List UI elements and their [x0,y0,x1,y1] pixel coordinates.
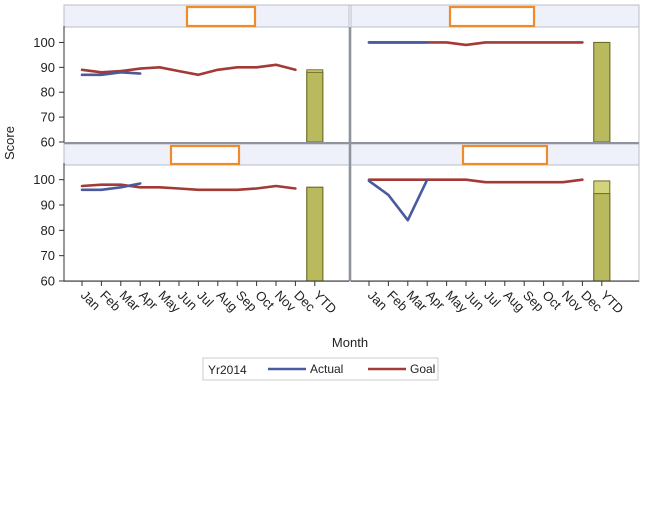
legend-title: Yr2014 [208,363,247,377]
panel-top-right-ytd-actual-bar [593,41,611,143]
panel-bottom-right-actual-line [367,178,429,222]
x-tick-label: YTD [311,288,340,317]
y-tick-label: 100 [33,35,55,50]
y-axis-title: Score [2,126,17,160]
panel-bottom-right-header-label-box [461,144,549,166]
panel-bottom-left-ytd-actual-bar [306,186,324,282]
panel-top-left-goal-line [80,63,297,77]
panel-bottom-left-header-label-box [169,144,241,166]
panel-top-left-ytd-actual-bar [306,71,324,143]
panel-bottom-left-actual-line [80,182,142,192]
x-axis-title: Month [332,335,368,350]
y-tick-label: 90 [41,60,55,75]
y-tick-label: 100 [33,172,55,187]
y-tick-label: 80 [41,223,55,238]
y-tick-label: 60 [41,135,55,150]
panel-bottom-right-goal-line [367,178,584,184]
panel-bottom-left-plot-area [63,164,350,282]
x-tick-label: Jul [481,288,503,310]
panel-bottom-right-ytd-actual-bar [593,193,611,282]
x-tick-label: Jul [194,288,216,310]
y-tick-label: 80 [41,85,55,100]
panel-top-left-plot-area [63,26,350,143]
panel-top-left-actual-line [80,71,142,77]
panel-top-right-header-label-box [448,5,536,28]
y-tick-label: 60 [41,274,55,289]
panel-top-right-plot-area [350,26,640,143]
y-tick-label: 90 [41,198,55,213]
legend-label-goal: Goal [410,362,435,376]
y-tick-label: 70 [41,248,55,263]
y-tick-label: 70 [41,110,55,125]
panel-top-left-header-label-box [185,5,257,28]
legend-label-actual: Actual [310,362,343,376]
legend-box [202,357,439,381]
panel-bottom-left-goal-line [80,183,297,192]
x-tick-label: YTD [598,288,627,317]
